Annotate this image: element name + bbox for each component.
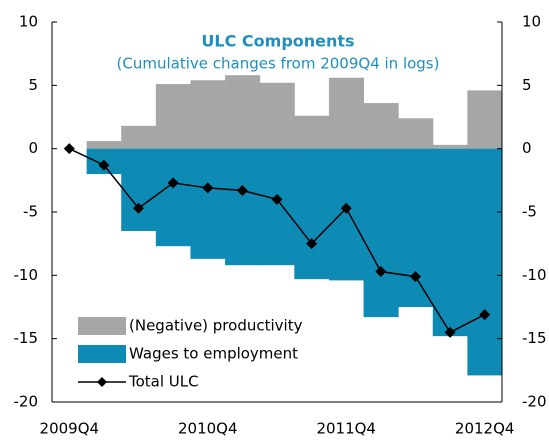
marker [167, 177, 179, 189]
marker [271, 193, 283, 205]
bar [294, 148, 330, 280]
y-tick-label: 5 [28, 76, 38, 94]
y-tick-label: -10 [14, 266, 39, 284]
y-tick-label: 0 [28, 139, 38, 157]
chart-subtitle: (Cumulative changes from 2009Q4 in logs) [117, 55, 440, 73]
y2-tick-label: -15 [522, 329, 547, 347]
bar [294, 115, 330, 149]
marker [63, 143, 75, 155]
bar [225, 75, 261, 149]
marker [375, 266, 387, 278]
y2-tick-label: -20 [522, 393, 547, 411]
x-tick-label: 2012Q4 [455, 420, 515, 438]
bar [467, 90, 503, 149]
bar [121, 125, 157, 149]
marker [340, 202, 352, 214]
legend-label: Total ULC [128, 373, 199, 391]
bar [259, 82, 295, 149]
bar [467, 148, 503, 376]
bar [190, 148, 226, 259]
y2-tick-label: -5 [522, 203, 537, 221]
legend-swatch [78, 317, 126, 335]
legend-label: Wages to employment [129, 345, 298, 363]
y-tick-label: -5 [23, 203, 38, 221]
bar [328, 77, 365, 149]
y2-tick-label: 5 [522, 76, 532, 94]
marker [479, 309, 491, 321]
bar [121, 148, 157, 231]
legend-swatch [78, 345, 126, 363]
marker [444, 326, 456, 338]
legend-label: (Negative) productivity [129, 317, 303, 335]
marker [409, 271, 421, 283]
y2-tick-label: 10 [522, 13, 541, 31]
bar [398, 118, 434, 149]
y2-tick-label: 0 [522, 139, 532, 157]
marker [306, 238, 318, 250]
y-tick-label: -15 [14, 329, 39, 347]
chart-title: ULC Components [201, 32, 354, 51]
y-tick-label: -20 [14, 393, 39, 411]
bar [225, 148, 261, 266]
bar [363, 103, 399, 149]
marker [133, 202, 145, 214]
x-tick-label: 2010Q4 [178, 420, 238, 438]
bar [432, 144, 468, 149]
bar [328, 148, 365, 281]
bar [86, 141, 122, 149]
bar [398, 148, 434, 307]
x-tick-label: 2011Q4 [316, 420, 376, 438]
bar [190, 80, 226, 149]
bar [155, 84, 191, 149]
bar [155, 148, 191, 247]
y-tick-label: 10 [19, 13, 38, 31]
marker [98, 159, 110, 171]
bar [259, 148, 295, 266]
bar [432, 148, 468, 337]
marker [236, 184, 248, 196]
bar [363, 148, 399, 318]
y2-tick-label: -10 [522, 266, 547, 284]
marker [202, 182, 214, 194]
x-tick-label: 2009Q4 [40, 420, 100, 438]
legend-swatch [97, 377, 107, 387]
